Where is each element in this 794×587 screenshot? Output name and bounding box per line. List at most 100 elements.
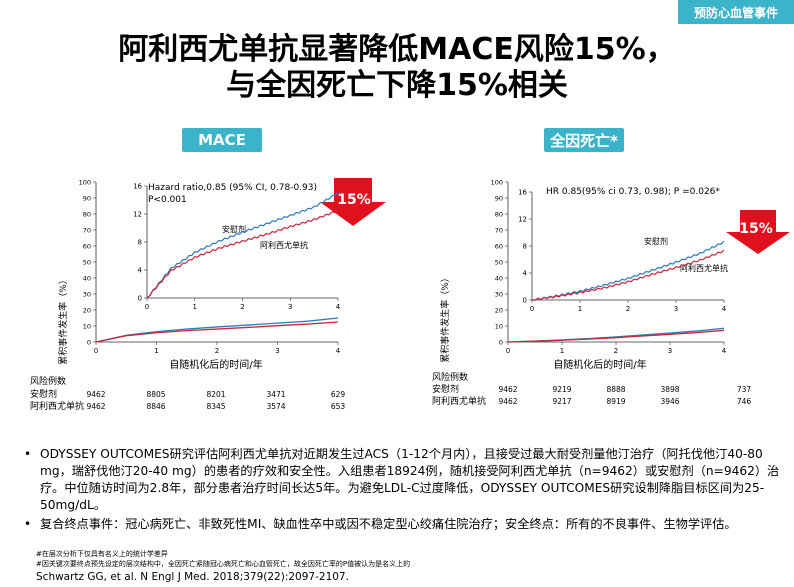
inset-drug-line [146, 209, 339, 299]
inset-y-tick-label: 4 [138, 267, 143, 275]
risk-row-label-drug: 阿利西尤单抗 [30, 400, 84, 412]
inset-x-tick-label: 2 [240, 303, 244, 311]
reduction-arrow-shape [726, 210, 790, 254]
main-x-tick-label: 3 [275, 347, 279, 355]
inset-placebo-line [146, 191, 339, 299]
x-axis-label: 自随机化后的时间/年 [169, 358, 262, 371]
inset-x-tick-label: 2 [626, 305, 630, 313]
main-x-tick-label: 4 [336, 347, 341, 355]
risk-row-label-drug: 阿利西尤单抗 [432, 395, 486, 407]
risk-value-drug: 3574 [266, 402, 285, 411]
inset-x-tick-label: 3 [674, 305, 678, 313]
main-y-tick-label: 50 [495, 259, 503, 267]
main-x-tick-label: 0 [94, 347, 98, 355]
inset-drug-line [532, 249, 725, 301]
risk-value-placebo: 8888 [606, 385, 625, 394]
footnote-2: #因关键次要终点预先设定的层次结构中，全因死亡紧随冠心病死亡和心血管死亡，故全因… [36, 560, 411, 568]
main-x-tick-label: 0 [506, 347, 510, 355]
main-y-tick-label: 70 [83, 227, 91, 235]
risk-value-drug: 9462 [498, 397, 517, 406]
main-y-tick-label: 80 [83, 211, 91, 219]
risk-value-drug: 8846 [146, 402, 165, 411]
main-y-tick-label: 80 [495, 211, 503, 219]
risk-row-label-placebo: 安慰剂 [30, 388, 57, 400]
page-title-line1: 阿利西尤单抗显著降低MACE风险15%， [118, 32, 676, 67]
citation: Schwartz GG, et al. N Engl J Med. 2018;3… [36, 571, 349, 583]
inset-y-tick-label: 4 [523, 270, 528, 278]
risk-value-placebo: 9219 [552, 385, 571, 394]
main-y-tick-label: 20 [495, 307, 503, 315]
inset-placebo-line [532, 240, 725, 301]
main-y-tick-label: 90 [83, 195, 91, 203]
main-y-tick-label: 0 [499, 339, 503, 347]
y-axis-label: 累积事件发生率（%） [57, 275, 69, 365]
inset-x-tick-label: 0 [530, 305, 534, 313]
inset-y-tick-label: 8 [138, 239, 142, 247]
main-x-tick-label: 3 [668, 347, 672, 355]
inset-annotation-line2: P<0.001 [148, 195, 187, 205]
risk-value-placebo: 737 [737, 385, 752, 394]
placebo-series-label: 安慰剂 [644, 236, 668, 246]
main-placebo-line [95, 317, 339, 343]
main-y-tick-label: 100 [491, 179, 503, 187]
main-drug-line [507, 329, 725, 343]
inset-x-tick-label: 3 [288, 303, 292, 311]
inset-x-tick-label: 4 [722, 305, 727, 313]
inset-y-tick-label: 16 [133, 183, 142, 191]
main-y-tick-label: 60 [83, 243, 91, 251]
category-tag: 预防心血管事件 [678, 0, 794, 24]
risk-value-drug: 9462 [86, 402, 105, 411]
inset-y-tick-label: 0 [138, 295, 142, 303]
risk-value-drug: 653 [331, 402, 346, 411]
main-y-tick-label: 60 [495, 243, 503, 251]
bullet-list: ODYSSEY OUTCOMES研究评估阿利西尤单抗对近期发生过ACS（1-12… [24, 446, 780, 533]
bullet-endpoints: 复合终点事件：冠心病死亡、非致死性MI、缺血性卒中或因不稳定型心绞痛住院治疗；安… [24, 516, 780, 533]
main-y-tick-label: 70 [495, 227, 503, 235]
risk-value-drug: 8919 [606, 397, 625, 406]
risk-row-label-placebo: 安慰剂 [432, 383, 459, 395]
risk-value-placebo: 9462 [86, 390, 105, 399]
main-x-tick-label: 2 [215, 347, 219, 355]
x-axis-label: 自随机化后的时间/年 [553, 358, 646, 371]
main-y-tick-label: 10 [495, 323, 503, 331]
main-x-tick-label: 2 [614, 347, 618, 355]
inset-annotation: HR 0.85(95% ci 0.73, 0.98); P =0.026* [546, 187, 720, 197]
inset-annotation-line1: Hazard ratio,0.85 (95% CI, 0.78-0.93) [148, 183, 317, 193]
main-y-tick-label: 40 [495, 275, 503, 283]
inset-x-tick-label: 1 [578, 305, 582, 313]
main-y-tick-label: 0 [87, 339, 91, 347]
reduction-arrow-shape [320, 178, 386, 226]
risk-value-drug: 9217 [552, 397, 571, 406]
main-y-tick-label: 30 [83, 291, 91, 299]
risk-value-drug: 746 [737, 397, 752, 406]
main-x-tick-label: 1 [154, 347, 158, 355]
inset-x-tick-label: 1 [193, 303, 197, 311]
bullet-study-description: ODYSSEY OUTCOMES研究评估阿利西尤单抗对近期发生过ACS（1-12… [24, 446, 780, 514]
main-placebo-line [507, 327, 725, 343]
main-drug-line [95, 321, 339, 343]
risk-value-drug: 3946 [660, 397, 679, 406]
mace-pill: MACE [182, 128, 262, 152]
inset-x-tick-label: 0 [145, 303, 149, 311]
reduction-label: 15% [337, 192, 371, 208]
inset-y-tick-label: 16 [518, 189, 527, 197]
footnote-1: #在层次分析下仅具有名义上的统计学差异 [36, 550, 168, 558]
inset-y-tick-label: 0 [523, 297, 527, 305]
reduction-label: 15% [739, 221, 773, 237]
drug-series-label: 阿利西尤单抗 [680, 263, 728, 273]
risk-value-placebo: 3471 [266, 390, 285, 399]
main-x-tick-label: 4 [722, 347, 727, 355]
inset-x-tick-label: 4 [336, 303, 341, 311]
inset-y-tick-label: 8 [523, 243, 527, 251]
risk-value-placebo: 9462 [498, 385, 517, 394]
all-cause-death-pill: 全因死亡* [544, 128, 624, 152]
risk-table-header: 风险例数 [30, 375, 66, 387]
risk-value-drug: 8345 [206, 402, 225, 411]
placebo-series-label: 安慰剂 [222, 224, 246, 234]
main-x-tick-label: 1 [560, 347, 564, 355]
main-y-tick-label: 40 [83, 275, 91, 283]
main-y-tick-label: 20 [83, 307, 91, 315]
main-y-tick-label: 100 [79, 179, 91, 187]
all-cause-death-chart: 累积事件发生率（%） 自随机化后的时间/年 风险例数 安慰剂 阿利西尤单抗 HR… [432, 179, 790, 407]
drug-series-label: 阿利西尤单抗 [260, 240, 308, 250]
